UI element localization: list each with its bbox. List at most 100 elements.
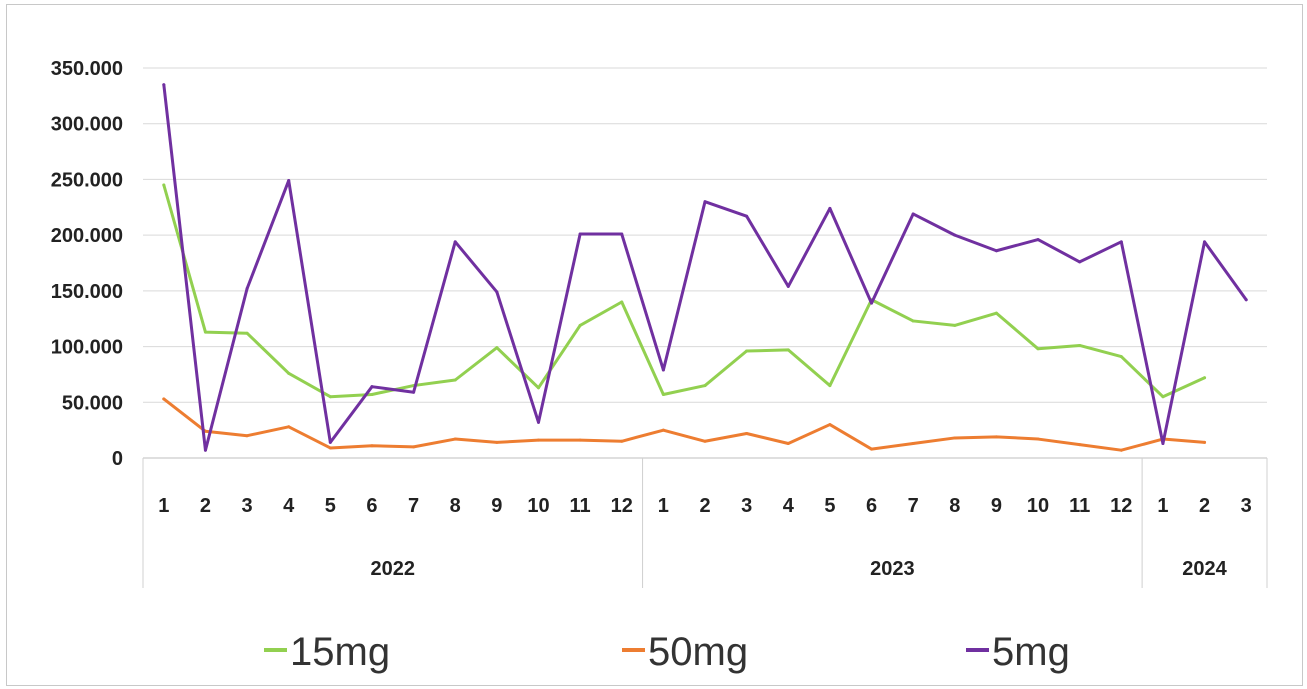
data-point-5mg [536,420,540,424]
gridlines [143,67,1267,459]
data-point-50mg [1203,440,1207,444]
data-point-50mg [328,446,332,450]
data-point-5mg [370,385,374,389]
year-group-label: 2023 [870,558,915,580]
x-tick-label: 1 [1157,495,1168,517]
x-tick-label: 8 [949,495,960,517]
x-tick-label: 9 [491,495,502,517]
x-tick-label: 3 [741,495,752,517]
x-tick-label: 12 [611,495,633,517]
data-point-15mg [287,371,291,375]
data-point-5mg [287,179,291,183]
data-point-15mg [328,395,332,399]
data-point-50mg [162,397,166,401]
chart-frame: 0 50.000 100.000 150.000 200.000 250.000 300.0… [6,4,1303,686]
x-tick-label: 7 [908,495,919,517]
data-point-15mg [370,392,374,396]
legend: 15mg 50mg 5mg [264,630,1070,674]
x-tick-label: 4 [783,495,795,517]
data-point-5mg [328,440,332,444]
year-group-label: 2024 [1182,558,1227,580]
data-point-50mg [412,445,416,449]
data-point-50mg [245,434,249,438]
data-point-15mg [453,378,457,382]
data-point-50mg [911,442,915,446]
data-point-15mg [1203,376,1207,380]
y-axis: 0 50.000 100.000 150.000 200.000 250.000 300.0… [51,58,123,470]
legend-label-50mg: 50mg [648,630,748,674]
y-tick-label: 350.000 [51,58,123,80]
series-line-50mg [162,397,1207,452]
x-tick-label: 3 [242,495,253,517]
data-point-5mg [412,390,416,394]
y-tick-label: 250.000 [51,169,123,191]
data-point-5mg [911,212,915,216]
y-tick-label: 150.000 [51,281,123,303]
y-tick-label: 200.000 [51,225,123,247]
data-point-5mg [745,214,749,218]
x-tick-label: 12 [1110,495,1132,517]
data-point-50mg [287,425,291,429]
data-point-50mg [703,439,707,443]
x-tick-label: 10 [527,495,549,517]
data-point-5mg [953,233,957,237]
data-point-5mg [870,301,874,305]
data-point-50mg [1036,437,1040,441]
data-point-15mg [203,330,207,334]
data-point-15mg [1119,355,1123,359]
x-tick-label: 6 [366,495,377,517]
x-tick-label: 10 [1027,495,1049,517]
data-point-5mg [1161,442,1165,446]
data-point-50mg [495,440,499,444]
x-tick-label: 5 [325,495,336,517]
y-tick-label: 0 [112,448,123,470]
x-tick-label: 8 [450,495,461,517]
data-point-50mg [994,435,998,439]
legend-label-5mg: 5mg [992,630,1070,674]
data-point-5mg [162,83,166,87]
y-tick-label: 300.000 [51,114,123,136]
x-tick-label: 2 [200,495,211,517]
x-tick-label: 1 [158,495,169,517]
data-point-15mg [786,348,790,352]
series-lines [162,83,1248,452]
series-line-15mg [162,183,1207,399]
data-point-5mg [203,448,207,452]
line-chart: 0 50.000 100.000 150.000 200.000 250.000 300.0… [51,58,1268,674]
data-point-15mg [162,183,166,187]
data-point-5mg [786,284,790,288]
x-tick-label: 6 [866,495,877,517]
data-point-15mg [536,386,540,390]
data-point-15mg [661,392,665,396]
data-point-5mg [1203,240,1207,244]
x-tick-label: 1 [658,495,669,517]
data-point-50mg [661,428,665,432]
data-point-5mg [453,240,457,244]
data-point-5mg [1119,240,1123,244]
data-point-5mg [620,232,624,236]
data-point-5mg [495,290,499,294]
data-point-15mg [245,331,249,335]
data-point-15mg [620,300,624,304]
data-point-50mg [578,438,582,442]
year-group-label: 2022 [371,558,416,580]
x-tick-label: 9 [991,495,1002,517]
x-tick-label: 2 [1199,495,1210,517]
data-point-50mg [786,442,790,446]
data-point-15mg [1161,395,1165,399]
data-point-50mg [370,444,374,448]
data-point-15mg [994,311,998,315]
data-point-5mg [703,200,707,204]
data-point-15mg [495,346,499,350]
data-point-50mg [536,438,540,442]
data-point-15mg [578,323,582,327]
data-point-50mg [828,423,832,427]
data-point-15mg [953,323,957,327]
data-point-5mg [245,287,249,291]
legend-label-15mg: 15mg [290,630,390,674]
x-tick-label: 4 [283,495,295,517]
x-tick-label: 3 [1241,495,1252,517]
data-point-5mg [661,368,665,372]
data-point-50mg [1119,448,1123,452]
